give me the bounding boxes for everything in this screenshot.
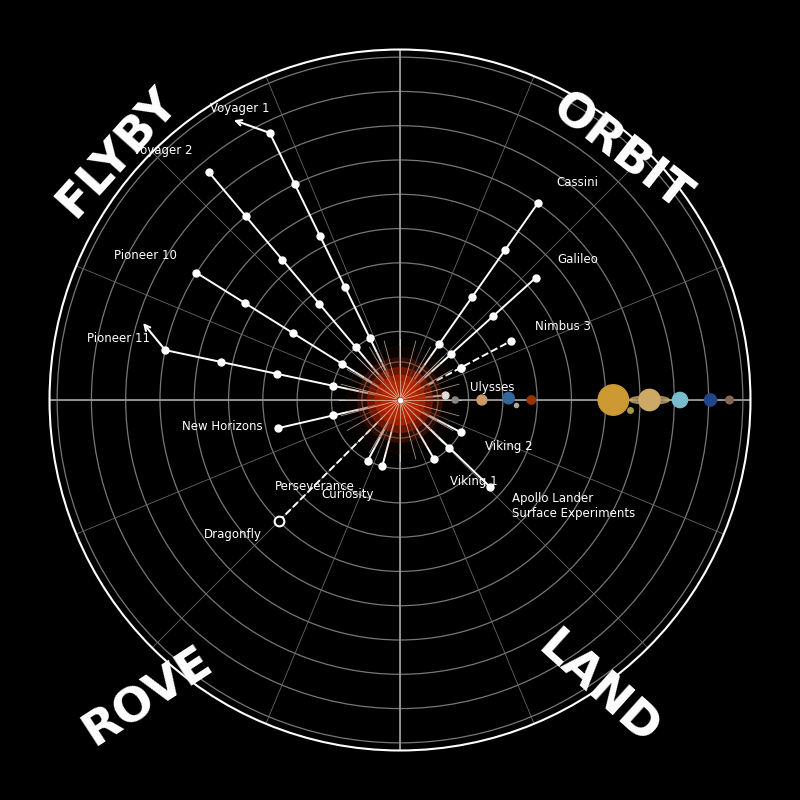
Circle shape <box>382 382 418 418</box>
Circle shape <box>346 346 454 454</box>
Text: ORBIT: ORBIT <box>543 85 699 220</box>
Circle shape <box>368 368 432 432</box>
Text: Curiosity: Curiosity <box>321 488 374 501</box>
Text: New Horizons: New Horizons <box>182 420 262 434</box>
Text: Ulysses: Ulysses <box>470 381 514 394</box>
Text: Pioneer 10: Pioneer 10 <box>114 249 177 262</box>
Text: Dragonfly: Dragonfly <box>203 528 262 541</box>
Circle shape <box>452 397 458 403</box>
Text: ROVE: ROVE <box>76 639 222 755</box>
Text: LAND: LAND <box>529 624 667 755</box>
Circle shape <box>726 396 734 404</box>
Circle shape <box>598 385 629 415</box>
Circle shape <box>389 389 411 411</box>
Text: Perseverance: Perseverance <box>275 480 355 494</box>
Circle shape <box>477 395 487 405</box>
Circle shape <box>527 396 536 404</box>
Text: Nimbus 3: Nimbus 3 <box>535 320 591 333</box>
Text: Apollo Lander
Surface Experiments: Apollo Lander Surface Experiments <box>512 492 635 520</box>
Circle shape <box>672 392 688 408</box>
Text: Galileo: Galileo <box>558 253 598 266</box>
Circle shape <box>393 393 407 407</box>
Circle shape <box>375 375 425 425</box>
Text: Cassini: Cassini <box>556 175 598 189</box>
Text: Voyager 1: Voyager 1 <box>210 102 269 114</box>
Text: Pioneer 11: Pioneer 11 <box>87 332 150 345</box>
Text: Viking 2: Viking 2 <box>485 440 533 454</box>
Circle shape <box>704 394 717 406</box>
Circle shape <box>358 358 442 442</box>
Circle shape <box>503 392 514 404</box>
Text: Viking 1: Viking 1 <box>450 475 497 488</box>
Circle shape <box>639 390 660 410</box>
Text: FLYBY: FLYBY <box>49 79 187 226</box>
Text: Voyager 2: Voyager 2 <box>134 144 193 157</box>
